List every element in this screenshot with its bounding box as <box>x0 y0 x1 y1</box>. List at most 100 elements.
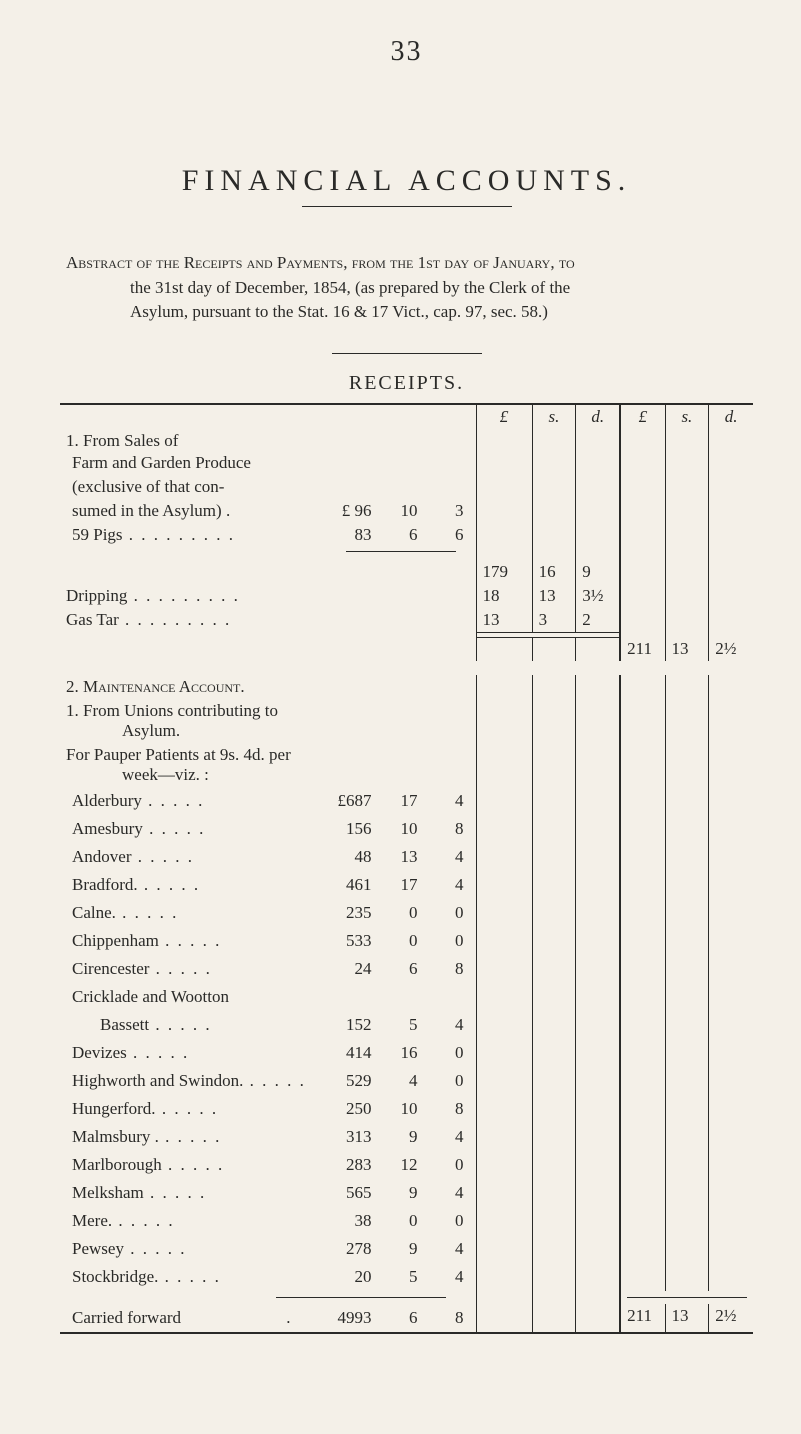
col-d-2: d. <box>709 405 753 429</box>
patient-L: 152 <box>332 1013 378 1037</box>
carried-row: Carried forward . 4993 6 8 211 13 2½ <box>60 1304 753 1332</box>
patients-body: Alderbury£687174Amesbury156108Andover481… <box>60 787 753 1291</box>
patient-L: 414 <box>332 1041 378 1065</box>
patient-name: Highworth and Swindon. <box>72 1071 306 1091</box>
s1-dripping-row: Dripping 18 13 3½ <box>60 584 753 608</box>
patient-name: Pewsey <box>72 1239 282 1259</box>
s2-title: Maintenance Account. <box>83 677 245 696</box>
patient-d: 4 <box>424 1181 470 1205</box>
abstract-block: Abstract of the Receipts and Payments, f… <box>66 251 747 325</box>
patient-d: 8 <box>424 957 470 981</box>
patient-s: 13 <box>378 845 424 869</box>
carried-right-L: 211 <box>620 1304 665 1332</box>
patient-row: Cirencester2468 <box>60 955 753 983</box>
page-number: 33 <box>60 36 753 68</box>
patient-L: 156 <box>332 817 378 841</box>
patient-L: 48 <box>332 845 378 869</box>
patient-name: Cricklade and Wootton <box>72 987 282 1007</box>
s2-sub1-no: 1. <box>66 701 79 720</box>
patient-d: 4 <box>424 789 470 813</box>
s1-pigs: 59 Pigs <box>72 525 235 544</box>
patient-s: 5 <box>378 1013 424 1037</box>
patient-name: Marlborough <box>72 1155 282 1175</box>
patient-L: 278 <box>332 1237 378 1261</box>
abstract-line-2: the 31st day of December, 1854, (as prep… <box>66 276 747 301</box>
patient-L: £687 <box>332 789 378 813</box>
patient-d: 8 <box>424 1097 470 1121</box>
patient-L: 533 <box>332 929 378 953</box>
patient-name: Cirencester <box>72 959 282 979</box>
s1-sumed-s: 10 <box>378 499 424 523</box>
abstract-line-3: Asylum, pursuant to the Stat. 16 & 17 Vi… <box>66 300 747 325</box>
carried-rule <box>276 1297 446 1298</box>
s2-sub1-row: 1. From Unions contributing to Asylum. <box>60 699 753 743</box>
patient-s: 5 <box>378 1265 424 1289</box>
patient-row: Bassett15254 <box>60 1011 753 1039</box>
patient-s: 0 <box>378 929 424 953</box>
patient-L: 283 <box>332 1153 378 1177</box>
patient-s: 17 <box>378 873 424 897</box>
patient-row: Highworth and Swindon.52940 <box>60 1067 753 1095</box>
patient-s: 12 <box>378 1153 424 1177</box>
s1-sub-L: 179 <box>476 560 532 584</box>
s2-rate-a: For Pauper Patients at 9s. 4d. per <box>66 745 291 764</box>
patient-name: Bradford. <box>72 875 282 895</box>
ledger-table: £ s. d. £ s. d. 1. From Sales of Farm an… <box>60 405 753 1333</box>
col-s-1: s. <box>532 405 576 429</box>
s1-title: From Sales of <box>83 431 178 450</box>
patient-L: 565 <box>332 1181 378 1205</box>
patient-d: 0 <box>424 929 470 953</box>
patient-L: 235 <box>332 901 378 925</box>
carried-rule-row <box>60 1291 753 1304</box>
patient-row: Marlborough 283120 <box>60 1151 753 1179</box>
patient-row: Stockbridge.2054 <box>60 1263 753 1291</box>
patient-d: 0 <box>424 1153 470 1177</box>
col-s-2: s. <box>665 405 709 429</box>
patient-row: Bradford.461174 <box>60 871 753 899</box>
carried-d: 8 <box>424 1306 470 1330</box>
patient-row: Malmsbury .31394 <box>60 1123 753 1151</box>
patient-d: 4 <box>424 845 470 869</box>
patient-d: 4 <box>424 1013 470 1037</box>
patient-L: 461 <box>332 873 378 897</box>
col-L-1: £ <box>476 405 532 429</box>
patient-L: 250 <box>332 1097 378 1121</box>
patient-row: Devizes414160 <box>60 1039 753 1067</box>
abstract-line-1: Abstract of the Receipts and Payments, f… <box>66 253 575 272</box>
col-L-2: £ <box>620 405 665 429</box>
s1-dripping-label: Dripping <box>66 586 240 605</box>
s1-sub-s: 16 <box>532 560 576 584</box>
patient-row: Pewsey27894 <box>60 1235 753 1263</box>
patient-d: 4 <box>424 1237 470 1261</box>
patient-row: Mere.3800 <box>60 1207 753 1235</box>
document-title: FINANCIAL ACCOUNTS. <box>60 164 753 198</box>
s1-total-s: 13 <box>665 637 709 661</box>
s1-total-d: 2½ <box>709 637 753 661</box>
patient-d <box>424 985 470 1009</box>
s1-no: 1. <box>66 431 79 450</box>
patient-s: 0 <box>378 1209 424 1233</box>
s2-sub1-a: From Unions contributing to <box>83 701 278 720</box>
patient-s <box>378 985 424 1009</box>
carried-sep: . <box>286 1308 290 1327</box>
patient-s: 10 <box>378 1097 424 1121</box>
s1-sumed-d: 3 <box>424 499 470 523</box>
s2-title-row: 2. Maintenance Account. <box>60 675 753 699</box>
patient-L: 313 <box>332 1125 378 1149</box>
patient-name: Alderbury <box>72 791 282 811</box>
s1-dripping-d: 3½ <box>576 584 620 608</box>
patient-row: Melksham56594 <box>60 1179 753 1207</box>
patient-L: 529 <box>332 1069 378 1093</box>
patient-s: 4 <box>378 1069 424 1093</box>
patient-name: Chippenham <box>72 931 282 951</box>
page: 33 FINANCIAL ACCOUNTS. Abstract of the R… <box>0 0 801 1434</box>
patient-name: Devizes <box>72 1043 282 1063</box>
patient-L: 24 <box>332 957 378 981</box>
patient-row: Chippenham53300 <box>60 927 753 955</box>
header-row: £ s. d. £ s. d. <box>60 405 753 429</box>
patient-s: 0 <box>378 901 424 925</box>
patient-s: 17 <box>378 789 424 813</box>
s1-sub-d: 9 <box>576 560 620 584</box>
patient-s: 16 <box>378 1041 424 1065</box>
carried-rule-right <box>627 1297 747 1298</box>
